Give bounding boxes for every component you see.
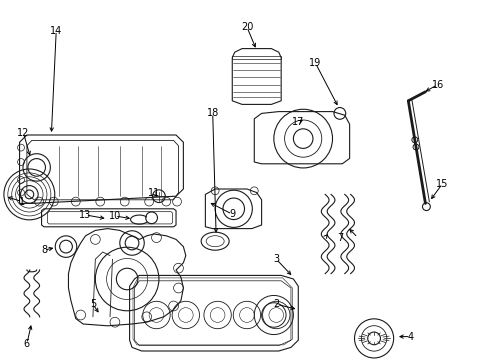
Text: 17: 17: [291, 117, 304, 127]
Text: 3: 3: [273, 254, 279, 264]
Text: 5: 5: [90, 299, 96, 309]
Text: 10: 10: [108, 211, 121, 221]
Text: 1: 1: [19, 197, 25, 207]
Text: 12: 12: [17, 128, 30, 138]
Text: 7: 7: [336, 233, 342, 243]
Text: 4: 4: [407, 332, 413, 342]
Text: 8: 8: [41, 245, 47, 255]
Text: 20: 20: [240, 22, 253, 32]
Text: 16: 16: [430, 80, 443, 90]
Text: 9: 9: [229, 209, 235, 219]
Text: 18: 18: [206, 108, 219, 118]
Text: 6: 6: [24, 339, 30, 349]
Text: 15: 15: [435, 179, 448, 189]
Text: 2: 2: [273, 299, 279, 309]
Text: 11: 11: [147, 188, 160, 198]
Text: 14: 14: [50, 26, 62, 36]
Text: 19: 19: [308, 58, 321, 68]
Text: 13: 13: [79, 210, 92, 220]
